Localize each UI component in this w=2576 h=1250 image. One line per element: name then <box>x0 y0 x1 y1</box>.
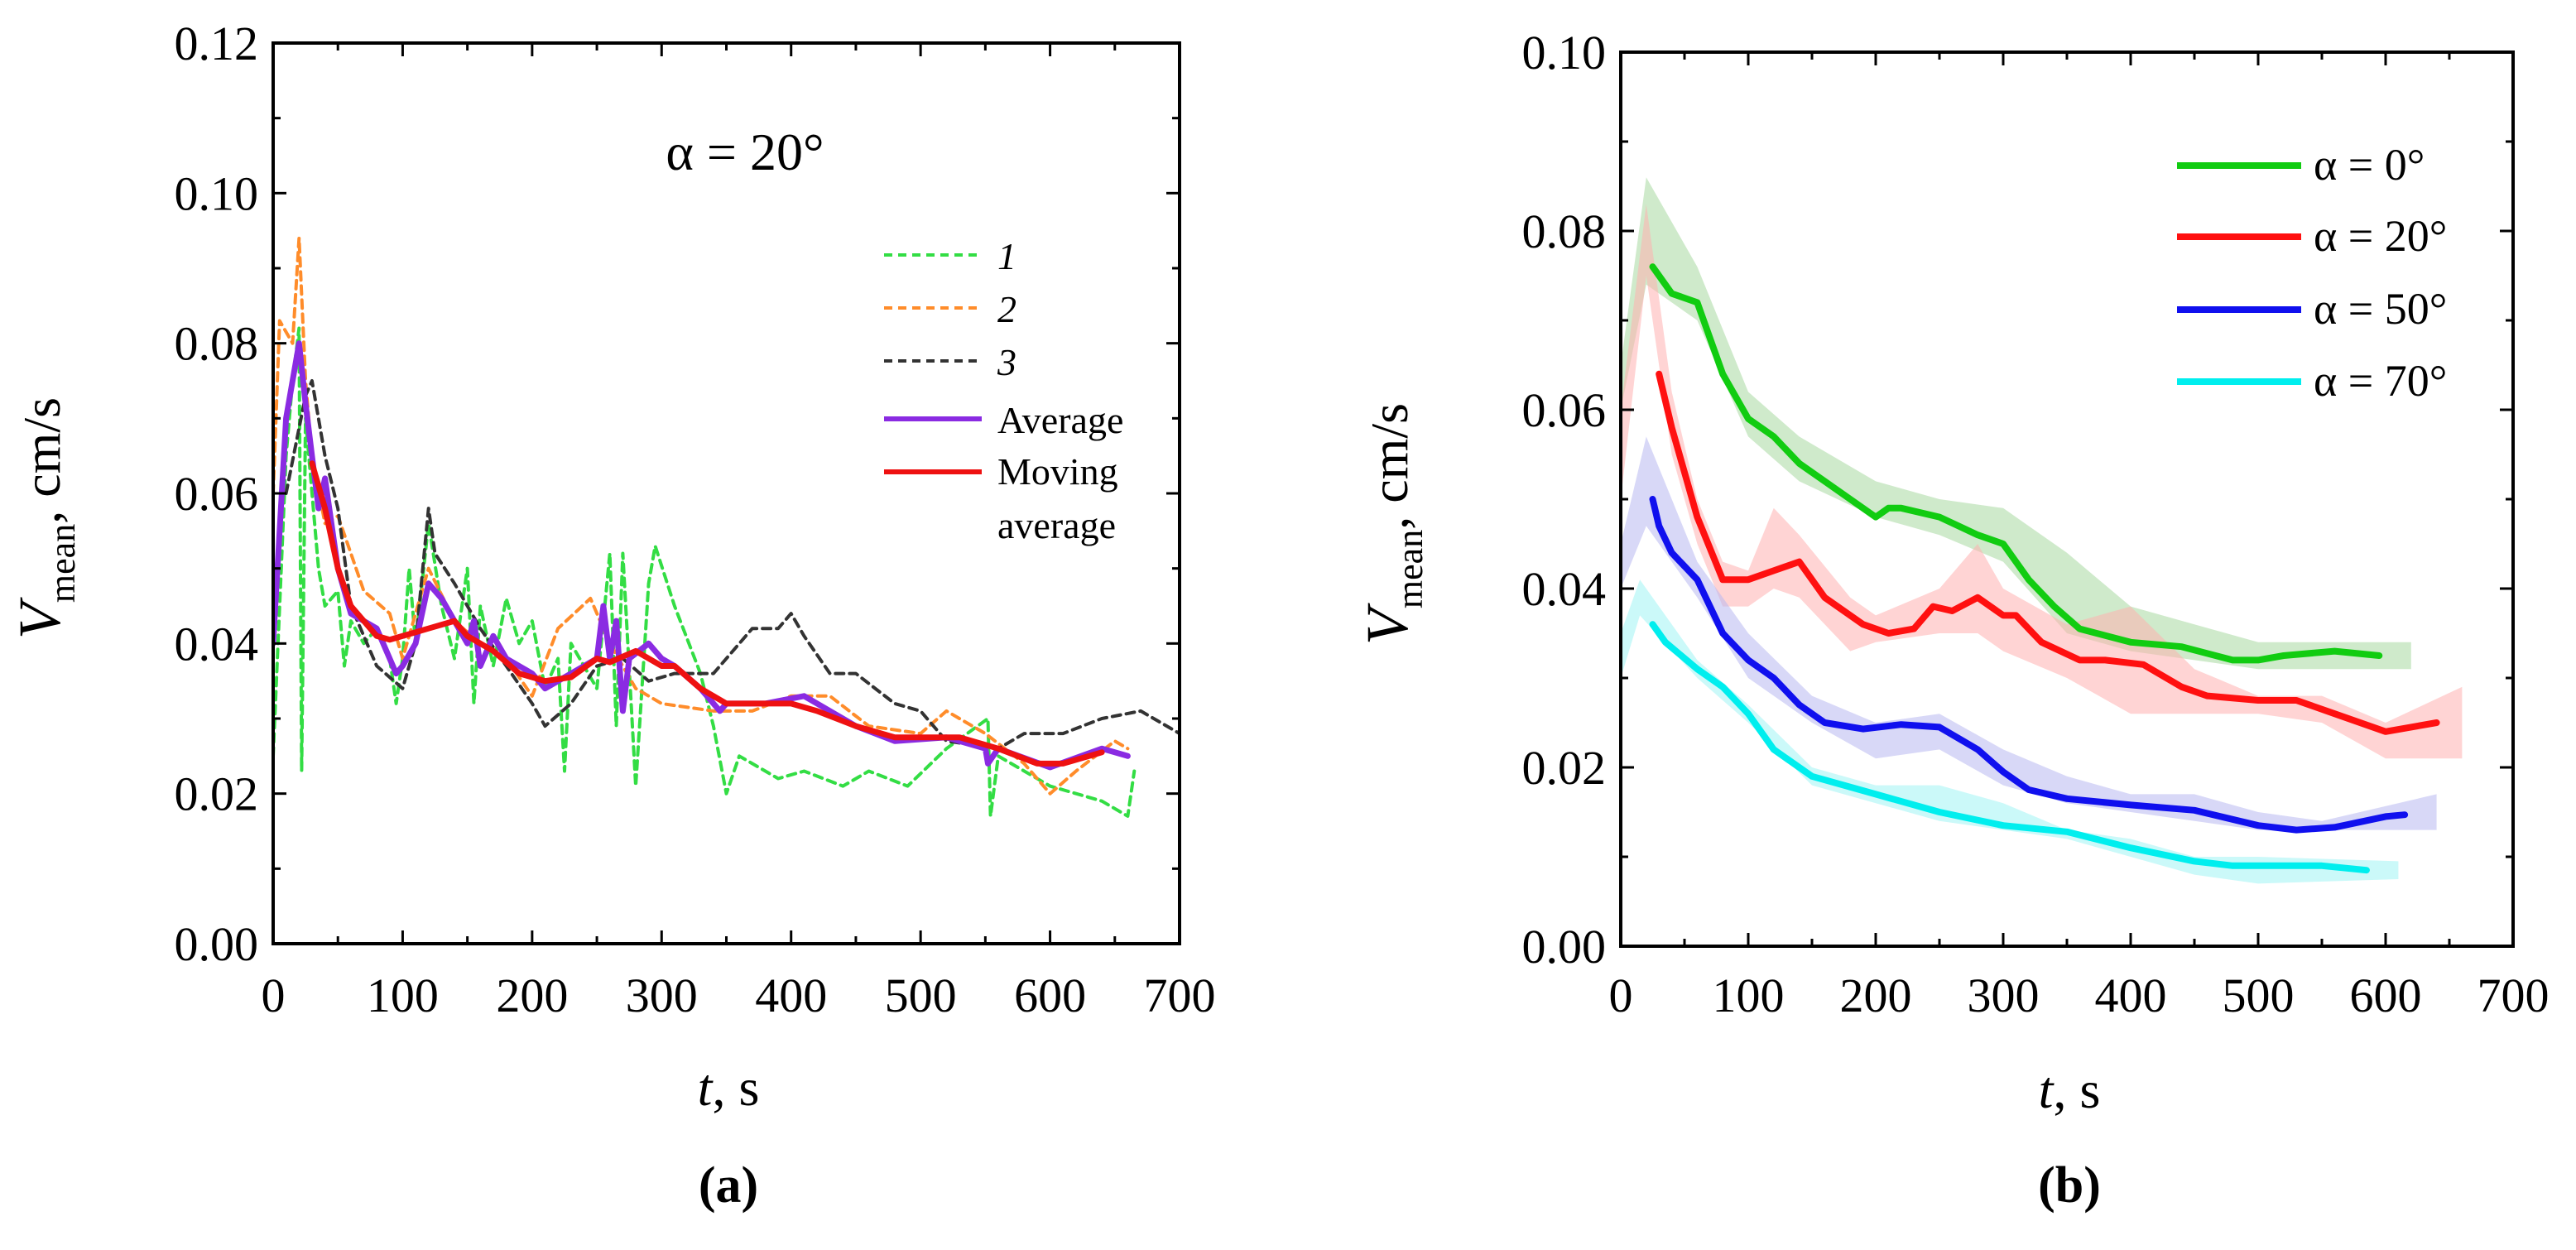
x-tick-label: 100 <box>367 969 439 1022</box>
legend-label-2: 3 <box>997 341 1016 383</box>
line-series-1 <box>1656 370 2440 735</box>
panel-b: 0 100 200 300 400 500 600 700 0.00 0.02 0.04 0.06 0.… <box>1354 26 2550 1214</box>
y-tick-label: 0.04 <box>175 617 259 671</box>
x-tick-label: 700 <box>2477 969 2550 1022</box>
x-tick-label: 300 <box>626 969 698 1022</box>
y-tick-label: 0.06 <box>175 467 259 521</box>
panel-caption: (b) <box>2038 1157 2101 1214</box>
legend: α = 0° α = 20° α = 50° α = 70° <box>2177 140 2447 406</box>
legend: 1 2 3 Average Moving average <box>884 235 1123 546</box>
x-tick-label: 700 <box>1144 969 1216 1022</box>
panel-caption: (a) <box>699 1157 758 1214</box>
y-tick-label: 0.00 <box>1522 920 1607 974</box>
legend-label-4-line2: average <box>997 504 1116 546</box>
x-axis-label-unit: , s <box>712 1058 759 1117</box>
y-axis-label-unit: , cm/s <box>12 397 71 524</box>
y-tick-label: 0.10 <box>175 166 259 220</box>
x-axis-label: t, s <box>2039 1060 2101 1119</box>
y-axis-label-unit: , cm/s <box>1360 403 1419 530</box>
plot-area <box>273 236 1180 818</box>
x-tick-label: 400 <box>755 969 827 1022</box>
y-tick-label: 0.02 <box>175 767 259 821</box>
x-tick-label: 200 <box>496 969 568 1022</box>
x-tick-label: 0 <box>262 969 286 1022</box>
x-tick-label: 400 <box>2095 969 2167 1022</box>
legend-label-1: 2 <box>997 288 1016 330</box>
y-axis-label-var: V <box>1354 603 1420 645</box>
y-axis-label-sub: mean <box>1390 530 1430 608</box>
y-tick-label: 0.10 <box>1522 26 1607 79</box>
panel-a: 0 100 200 300 400 500 600 700 0.00 0.02 0.04 0.06 0.… <box>7 17 1216 1214</box>
x-axis-label-unit: , s <box>2053 1060 2100 1119</box>
line-series-4 <box>309 460 1105 767</box>
y-tick-label: 0.08 <box>1522 204 1607 258</box>
y-axis-label-sub: mean <box>42 524 83 603</box>
y-tick-label: 0.02 <box>1522 741 1607 795</box>
x-tick-label: 500 <box>885 969 957 1022</box>
legend-label-0: 1 <box>997 235 1016 277</box>
x-axis-label: t, s <box>698 1058 760 1117</box>
legend-label-4: Moving <box>997 450 1118 493</box>
x-axis-label-var: t <box>2039 1060 2055 1119</box>
x-tick-label: 600 <box>2350 969 2422 1022</box>
legend-label-3: Average <box>997 399 1123 441</box>
x-tick-label: 100 <box>1713 969 1785 1022</box>
legend-label-0: α = 0° <box>2314 140 2425 190</box>
y-tick-label: 0.04 <box>1522 562 1607 616</box>
angle-annotation: α = 20° <box>666 123 824 181</box>
y-axis-label: Vmean, cm/s <box>1354 403 1430 645</box>
y-tick-label: 0.12 <box>175 17 259 70</box>
line-series-3 <box>1649 621 2370 874</box>
line-series-0 <box>1649 263 2383 664</box>
y-axis-label-var: V <box>7 597 73 639</box>
line-series-0 <box>273 326 1137 818</box>
x-tick-label: 500 <box>2223 969 2295 1022</box>
x-tick-label: 600 <box>1014 969 1086 1022</box>
band-series-0 <box>1621 177 2411 670</box>
line-series-2 <box>1649 496 2409 834</box>
y-axis-label: Vmean, cm/s <box>7 397 83 639</box>
band-series-1 <box>1621 204 2463 759</box>
plot-area <box>1621 177 2463 884</box>
legend-label-2: α = 50° <box>2314 284 2447 334</box>
y-tick-label: 0.08 <box>175 317 259 371</box>
legend-label-3: α = 70° <box>2314 356 2447 406</box>
x-tick-label: 300 <box>1968 969 2040 1022</box>
x-tick-label: 0 <box>1609 969 1633 1022</box>
x-axis-label-var: t <box>698 1058 714 1117</box>
y-tick-label: 0.06 <box>1522 383 1607 437</box>
y-tick-label: 0.00 <box>175 917 259 971</box>
x-tick-label: 200 <box>1840 969 1912 1022</box>
legend-label-1: α = 20° <box>2314 211 2447 261</box>
